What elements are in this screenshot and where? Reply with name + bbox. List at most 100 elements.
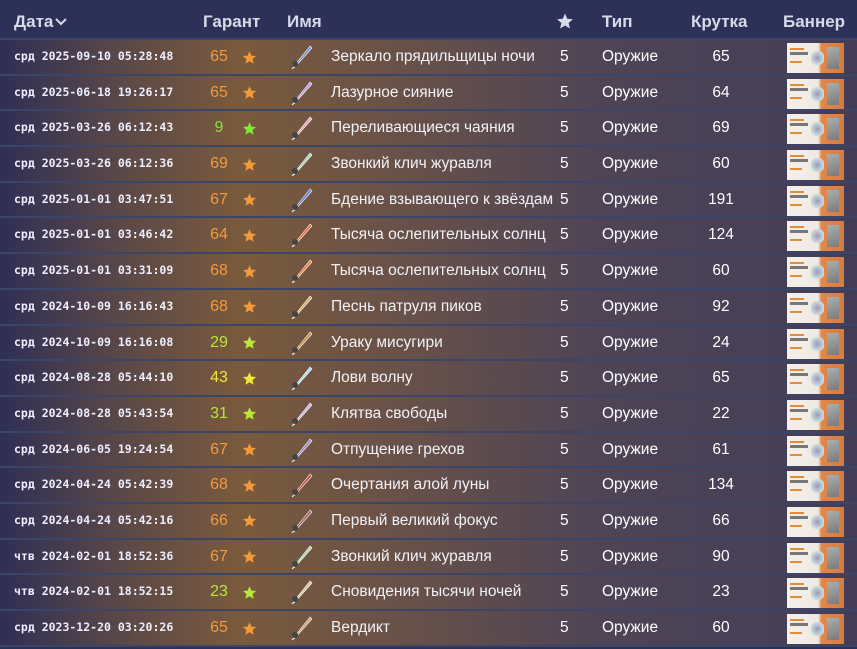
table-row[interactable]: чтв 2024-02-01 18:52:15 23 Сновидения ты… (0, 575, 857, 611)
weapon-icon (291, 259, 313, 284)
table-row[interactable]: срд 2025-09-10 05:28:48 65 Зеркало пряди… (0, 40, 857, 76)
item-name: Клятва свободы (331, 404, 448, 422)
table-row[interactable]: срд 2025-01-01 03:31:09 68 Тысяча ослепи… (0, 254, 857, 290)
weapon-icon (291, 152, 313, 177)
pull-number: 134 (708, 476, 734, 494)
item-name: Тысяча ослепительных солнц (331, 262, 546, 280)
table-row[interactable]: чтв 2024-02-01 18:52:36 67 Звонкий клич … (0, 539, 857, 576)
pull-number: 23 (712, 583, 730, 601)
rarity-value: 5 (560, 547, 569, 565)
rarity-value: 5 (560, 333, 569, 351)
item-name: Звонкий клич журавля (331, 155, 492, 173)
table-row[interactable]: срд 2024-10-09 16:16:08 29 Ураку мисугир… (0, 325, 857, 362)
table-row[interactable]: срд 2025-06-18 19:26:17 65 Лазурное сиян… (0, 75, 857, 112)
table-row[interactable]: срд 2024-08-28 05:43:54 31 Клятва свобод… (0, 396, 857, 433)
pity-header[interactable]: Гарант (203, 12, 261, 31)
banner-thumbnail[interactable] (787, 506, 844, 537)
star-icon (242, 504, 257, 537)
star-icon (242, 397, 257, 430)
date-cell: срд 2025-01-01 03:47:51 (14, 191, 174, 206)
weapon-icon (291, 331, 313, 355)
item-type: Оружие (602, 619, 659, 636)
table-row[interactable]: срд 2024-04-24 05:42:39 68 Очертания ало… (0, 468, 857, 504)
banner-thumbnail[interactable] (787, 399, 844, 430)
date-cell: чтв 2024-02-01 18:52:36 (14, 548, 174, 563)
pull-number: 60 (712, 155, 730, 173)
pity-count: 66 (210, 511, 228, 529)
item-type: Оружие (602, 333, 659, 351)
weapon-icon (291, 402, 313, 427)
banner-thumbnail[interactable] (787, 578, 844, 609)
table-row[interactable]: срд 2025-01-01 03:47:51 67 Бдение взываю… (0, 182, 857, 219)
weapon-icon (291, 545, 313, 569)
item-type: Оружие (602, 190, 659, 208)
table-row[interactable]: срд 2025-01-01 03:46:42 64 Тысяча ослепи… (0, 218, 857, 255)
table-row[interactable]: срд 2024-08-28 05:44:10 43 Лови волну 5 … (0, 361, 857, 397)
pull-number: 24 (712, 333, 730, 351)
item-type: Оружие (602, 583, 659, 601)
pity-count: 65 (210, 48, 228, 65)
name-header[interactable]: Имя (287, 12, 322, 31)
pull-header[interactable]: Крутка (691, 12, 748, 31)
pull-number: 65 (712, 48, 730, 65)
date-cell: срд 2024-06-05 19:24:54 (14, 441, 174, 456)
weapon-icon (291, 223, 313, 248)
banner-thumbnail[interactable] (787, 221, 844, 252)
banner-thumbnail[interactable] (787, 114, 844, 145)
pull-number: 92 (712, 297, 730, 315)
banner-thumbnail[interactable] (787, 257, 844, 288)
pull-number: 60 (712, 262, 730, 280)
table-row[interactable]: срд 2025-03-26 06:12:36 69 Звонкий клич … (0, 147, 857, 183)
pull-number: 191 (708, 190, 734, 208)
pity-count: 65 (210, 619, 228, 636)
banner-thumbnail[interactable] (787, 364, 844, 395)
pity-count: 29 (210, 333, 228, 351)
pity-count: 67 (210, 440, 228, 458)
rarity-value: 5 (560, 511, 569, 529)
table-row[interactable]: срд 2024-06-05 19:24:54 67 Отпущение гре… (0, 432, 857, 469)
star-icon (242, 433, 257, 466)
table-row[interactable]: срд 2024-04-24 05:42:16 66 Первый велики… (0, 503, 857, 540)
item-type: Оружие (602, 369, 659, 387)
banner-thumbnail[interactable] (787, 542, 844, 573)
star-icon[interactable] (556, 12, 574, 35)
item-type: Оружие (602, 119, 659, 137)
banner-thumbnail[interactable] (787, 185, 844, 216)
weapon-icon (291, 81, 313, 105)
banner-thumbnail[interactable] (787, 328, 844, 359)
date-cell: срд 2024-04-24 05:42:39 (14, 477, 174, 492)
type-header[interactable]: Тип (602, 12, 633, 31)
item-name: Очертания алой луны (331, 476, 490, 494)
rarity-value: 5 (560, 440, 569, 458)
banner-thumbnail[interactable] (787, 471, 844, 502)
weapon-icon (291, 438, 313, 462)
item-type: Оружие (602, 83, 659, 101)
banner-thumbnail[interactable] (787, 292, 844, 323)
weapon-icon (291, 295, 313, 320)
item-name: Лазурное сияние (331, 83, 454, 101)
pull-number: 61 (712, 440, 730, 458)
rarity-value: 5 (560, 369, 569, 387)
banner-thumbnail[interactable] (787, 614, 844, 644)
weapon-icon (291, 580, 313, 605)
weapon-icon (291, 509, 313, 534)
banner-thumbnail[interactable] (787, 78, 844, 109)
banner-thumbnail[interactable] (787, 435, 844, 466)
table-header: Дата Гарант Имя Тип Крутка Баннер (0, 0, 857, 40)
table-row[interactable]: срд 2025-03-26 06:12:43 9 Переливающиеся… (0, 111, 857, 148)
pull-number: 22 (712, 404, 730, 422)
table-row[interactable]: срд 2024-10-09 16:16:43 68 Песнь патруля… (0, 289, 857, 326)
sort-by-date-button[interactable]: Дата (14, 12, 68, 32)
date-cell: срд 2024-10-09 16:16:08 (14, 334, 174, 349)
banner-thumbnail[interactable] (787, 150, 844, 181)
weapon-icon (291, 366, 313, 391)
banner-thumbnail[interactable] (787, 43, 844, 73)
table-row[interactable]: срд 2023-12-20 03:20:26 65 Вердикт 5 Ору… (0, 611, 857, 647)
item-type: Оружие (602, 476, 659, 494)
star-icon (242, 361, 257, 394)
pull-number: 90 (712, 547, 730, 565)
item-name: Переливающиеся чаяния (331, 119, 515, 137)
rarity-value: 5 (560, 155, 569, 173)
weapon-icon (291, 188, 313, 212)
pull-number: 69 (712, 119, 730, 137)
